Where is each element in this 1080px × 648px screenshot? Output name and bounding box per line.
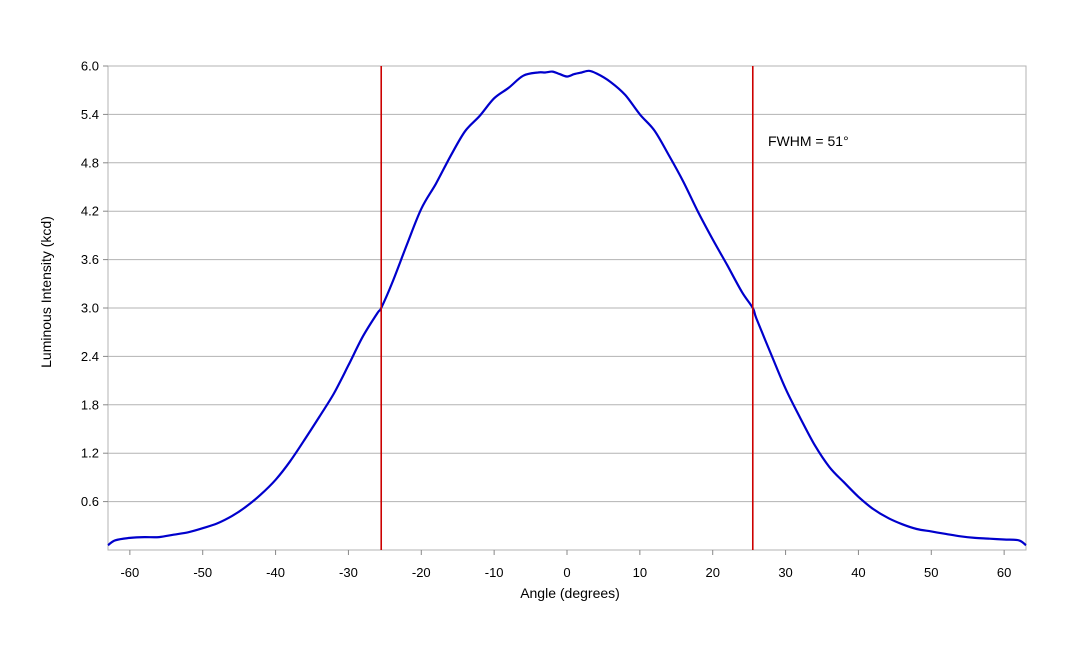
x-tick-label: -10 [485, 565, 504, 580]
y-tick-label: 3.0 [81, 301, 99, 316]
x-tick-label: 50 [924, 565, 938, 580]
x-tick-label: 0 [563, 565, 570, 580]
x-tick-label: 40 [851, 565, 865, 580]
fwhm-annotation: FWHM = 51° [768, 133, 849, 149]
x-tick-label: 10 [633, 565, 647, 580]
y-tick-label: 6.0 [81, 59, 99, 74]
y-tick-label: 1.2 [81, 446, 99, 461]
x-tick-label: -40 [266, 565, 285, 580]
x-tick-label: -60 [120, 565, 139, 580]
x-axis-title: Angle (degrees) [520, 585, 620, 601]
x-tick-label: 60 [997, 565, 1011, 580]
y-axis: 0.6 1.2 1.8 2.4 3.0 3.6 4.2 4.8 5.4 6.0 [81, 59, 108, 509]
grid-lines [108, 65, 1026, 503]
x-tick-label: -20 [412, 565, 431, 580]
x-tick-label: 30 [778, 565, 792, 580]
y-tick-label: 4.2 [81, 204, 99, 219]
y-tick-label: 0.6 [81, 494, 99, 509]
y-axis-title: Luminous Intensity (kcd) [38, 216, 54, 368]
x-tick-label: 20 [705, 565, 719, 580]
y-tick-label: 4.8 [81, 155, 99, 170]
series-group [107, 69, 1027, 547]
y-tick-label: 2.4 [81, 349, 99, 364]
y-tick-label: 1.8 [81, 397, 99, 412]
intensity-curve [107, 69, 1027, 547]
x-tick-label: -50 [193, 565, 212, 580]
x-axis: -60 -50 -40 -30 -20 -10 0 10 20 30 40 50 60 [120, 550, 1011, 580]
y-tick-label: 5.4 [81, 107, 99, 122]
fwhm-lines [380, 66, 754, 550]
y-tick-label: 3.6 [81, 252, 99, 267]
x-tick-label: -30 [339, 565, 358, 580]
